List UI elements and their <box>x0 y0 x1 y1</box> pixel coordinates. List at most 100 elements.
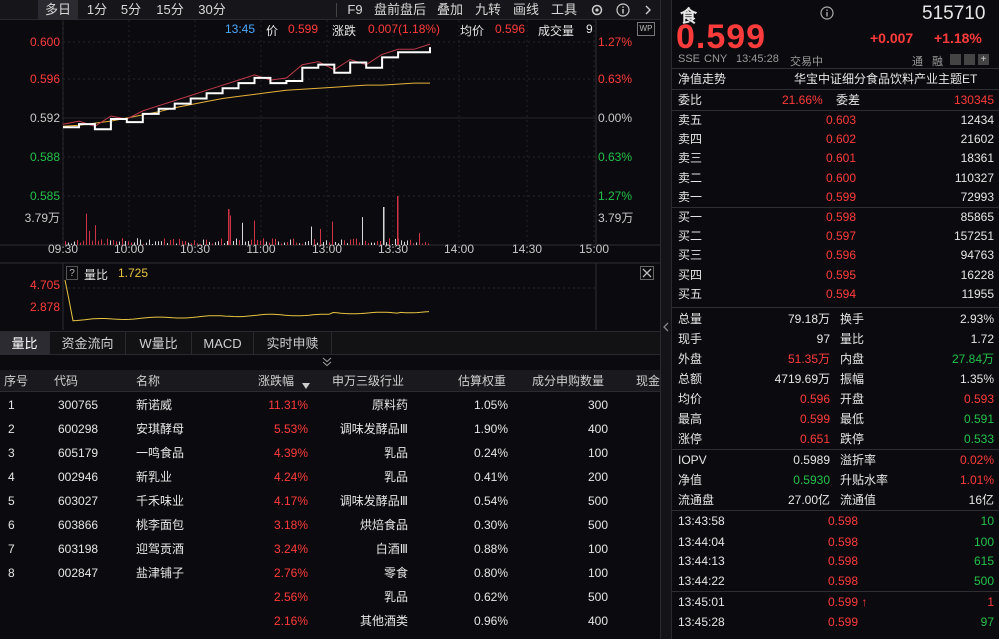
table-row[interactable]: 6 603866 桃李面包 3.18% 烘焙食品 0.30% 500 <box>0 513 660 537</box>
constituents-table-body: 1 300765 新诺威 11.31% 原料药 1.05% 300 2 600298 安琪酵母 5.… <box>0 393 660 639</box>
stat-value: 0.593 <box>963 392 994 406</box>
draw-line-button[interactable]: 画线 <box>512 2 539 17</box>
tick-volume: 97 <box>980 615 994 629</box>
cell-weight: 0.30% <box>473 518 508 532</box>
intraday-chart[interactable]: 0.600 0.596 0.592 0.588 0.585 3.79万 1.27% 0.63… <box>0 20 660 330</box>
volume-bar <box>281 243 282 245</box>
f9-button[interactable]: F9 <box>347 2 363 17</box>
col-industry[interactable]: 申万三级行业 <box>332 374 405 388</box>
volume-bar <box>197 243 198 245</box>
trade-status: 交易中 <box>790 56 823 68</box>
table-row[interactable]: 8 002847 盐津铺子 2.76% 零食 0.80% 100 <box>0 561 660 585</box>
panel-toggle-icon[interactable] <box>638 0 658 20</box>
tick-row: 13:43:58 0.598 10 <box>676 511 996 531</box>
y-label-left: 0.588 <box>30 150 60 164</box>
buy-level-row: 买五 0.594 11955 <box>676 284 996 304</box>
table-row[interactable]: 7 603198 迎驾贡酒 3.24% 白酒Ⅲ 0.88% 100 <box>0 537 660 561</box>
col-name[interactable]: 名称 <box>136 374 161 388</box>
cursor-time: 13:45 <box>225 22 256 36</box>
period-1min-button[interactable]: 1分 <box>86 2 108 17</box>
nav-trend-label[interactable]: 净值走势 <box>678 72 727 86</box>
stat-label: 开盘 <box>840 392 865 406</box>
x-label: 13:30 <box>378 242 408 256</box>
volume-bar <box>146 242 147 245</box>
stat-value: 79.18万 <box>787 312 830 326</box>
volume-ratio-line <box>64 279 430 322</box>
volume-bar <box>275 239 276 245</box>
add-icon[interactable]: + <box>978 54 989 65</box>
help-icon[interactable]: ? <box>66 266 78 280</box>
volume-bar <box>347 243 348 245</box>
col-cash[interactable]: 现金 <box>636 374 661 388</box>
period-15min-button[interactable]: 15分 <box>156 2 184 17</box>
period-5min-button[interactable]: 5分 <box>120 2 142 17</box>
sell-level-row: 卖一 0.599 72993 <box>676 187 996 207</box>
table-row[interactable]: 3 605179 一鸣食品 4.39% 乳品 0.24% 100 <box>0 441 660 465</box>
change-value: 0.007(1.18%) <box>368 22 441 36</box>
col-quantity[interactable]: 成分申购数量 <box>532 374 605 388</box>
tools-button[interactable]: 工具 <box>550 2 577 17</box>
volume-bar <box>95 225 96 245</box>
y-label-right: 3.79万 <box>598 211 633 225</box>
pen-icon[interactable] <box>950 54 961 65</box>
info-icon[interactable] <box>612 0 634 20</box>
stat-label: 最高 <box>678 412 703 426</box>
table-row[interactable]: 2.16% 其他酒类 0.96% 400 <box>0 609 660 633</box>
volume-bar <box>284 242 285 245</box>
volume-bar <box>239 240 240 245</box>
volume-bar <box>65 241 66 245</box>
edit-icon[interactable] <box>964 54 975 65</box>
panel-splitter[interactable] <box>660 0 671 639</box>
y-label-right: 0.63% <box>598 72 632 86</box>
stat-value: 0.591 <box>963 412 994 426</box>
x-label: 13:00 <box>312 242 342 256</box>
volume-bar <box>287 242 288 245</box>
col-weight[interactable]: 估算权重 <box>458 374 507 388</box>
tab-fund-flow[interactable]: 资金流向 <box>50 332 126 355</box>
volume-bar <box>428 243 429 245</box>
volume-bar <box>350 239 351 245</box>
tick-volume: 10 <box>980 514 994 528</box>
period-multi-day-button[interactable]: 多日 <box>38 0 78 20</box>
gear-icon[interactable] <box>586 0 608 20</box>
volume-label: 成交量 <box>538 24 575 38</box>
info-circle-icon[interactable] <box>820 6 834 23</box>
col-no[interactable]: 序号 <box>4 374 29 388</box>
buy-level-label: 买二 <box>678 229 703 244</box>
tab-realtime-redeem[interactable]: 实时申赎 <box>254 332 332 355</box>
wp-icon[interactable]: WP <box>637 22 655 36</box>
table-row[interactable]: 2 600298 安琪酵母 5.53% 调味发酵品Ⅲ 1.90% 400 <box>0 417 660 441</box>
sort-desc-icon[interactable] <box>302 378 310 392</box>
volume-bar <box>323 242 324 245</box>
sub-y-max: 4.705 <box>30 278 61 292</box>
nine-turn-button[interactable]: 九转 <box>474 2 501 17</box>
overlay-button[interactable]: 叠加 <box>436 2 463 17</box>
volume-bar <box>176 243 177 245</box>
volume-bar <box>155 241 156 245</box>
cell-no: 4 <box>8 470 15 484</box>
col-code[interactable]: 代码 <box>54 374 79 388</box>
volume-bar <box>206 239 207 245</box>
volume-bar <box>359 242 360 245</box>
period-30min-button[interactable]: 30分 <box>198 2 226 17</box>
x-label: 10:00 <box>114 242 144 256</box>
table-row[interactable]: 1 300765 新诺威 11.31% 原料药 1.05% 300 <box>0 393 660 417</box>
table-row[interactable]: 4 002946 新乳业 4.24% 乳品 0.41% 200 <box>0 465 660 489</box>
volume-bar <box>293 238 294 245</box>
tab-w-ratio[interactable]: W量比 <box>126 332 192 355</box>
volume-bar <box>299 243 300 245</box>
tick-price: 0.598 <box>828 514 859 528</box>
cell-qty: 500 <box>587 494 608 508</box>
collapse-chevron-icon[interactable] <box>322 356 332 370</box>
y-label-left: 0.596 <box>30 72 60 86</box>
col-change[interactable]: 涨跌幅 <box>258 374 295 388</box>
tab-macd[interactable]: MACD <box>192 332 254 355</box>
nav-trend-row[interactable]: 净值走势 华宝中证细分食品饮料产业主题ET <box>676 69 996 89</box>
volume-bar <box>233 241 234 245</box>
table-row[interactable]: 2.56% 乳品 0.62% 500 <box>0 585 660 609</box>
close-icon[interactable] <box>640 266 654 280</box>
pre-post-market-button[interactable]: 盘前盘后 <box>373 2 426 17</box>
tab-volume-ratio[interactable]: 量比 <box>0 332 50 355</box>
table-row[interactable]: 5 603027 千禾味业 4.17% 调味发酵品Ⅲ 0.54% 500 <box>0 489 660 513</box>
cell-code: 605179 <box>58 446 99 460</box>
